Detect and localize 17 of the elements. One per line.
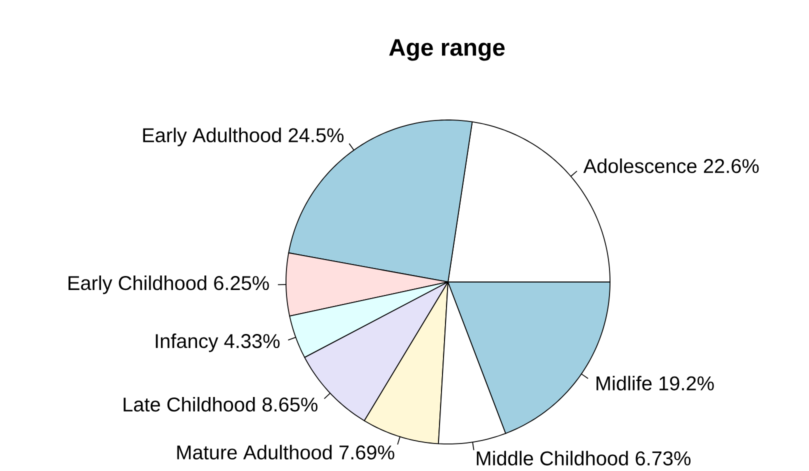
slice-label: Early Adulthood [143,128,281,146]
data-label: 8.65% [262,397,318,412]
data-label: 6.25% [214,276,269,290]
data-label: 7.69% [340,445,394,460]
data-label: 19.2% [660,376,714,390]
slice-label: Infancy [156,334,218,352]
slice-label: Late Childhood [124,396,255,412]
data-label: 6.73% [636,451,691,466]
chart-title: Age range [389,39,505,61]
slice-label: Adolescence [583,158,696,174]
slice-label: Midlife [596,376,652,390]
slice-label: Early Childhood [68,276,206,294]
data-label: 22.6% [704,159,759,174]
slice-label: Mature Adulthood [177,444,332,460]
data-label: 24.5% [288,128,344,142]
slice-label: Middle Childhood [476,450,628,466]
data-label: 4.33% [224,334,280,348]
